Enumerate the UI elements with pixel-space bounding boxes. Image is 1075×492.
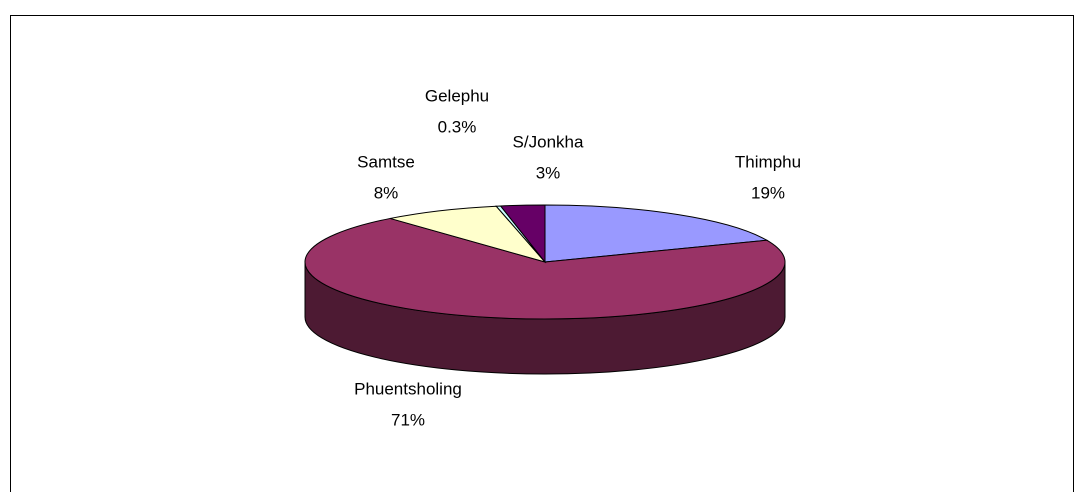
slice bbox=[390, 205, 547, 263]
slice-label: Samtse bbox=[357, 152, 415, 171]
slice-label: S/Jonkha bbox=[513, 132, 584, 151]
slice-value-label: 8% bbox=[374, 183, 399, 202]
slice bbox=[304, 217, 786, 320]
chart-frame bbox=[10, 15, 1074, 492]
slice-label: Phuentsholing bbox=[354, 379, 462, 398]
slice-label: Thimphu bbox=[735, 152, 801, 171]
slice-value-label: 3% bbox=[536, 163, 561, 182]
slice bbox=[544, 204, 769, 263]
slice-value-label: 0.3% bbox=[438, 117, 477, 136]
slice bbox=[499, 204, 546, 264]
slice-value-label: 71% bbox=[391, 410, 425, 429]
slice-value-label: 19% bbox=[751, 183, 785, 202]
slice-label: Gelephu bbox=[425, 86, 489, 105]
